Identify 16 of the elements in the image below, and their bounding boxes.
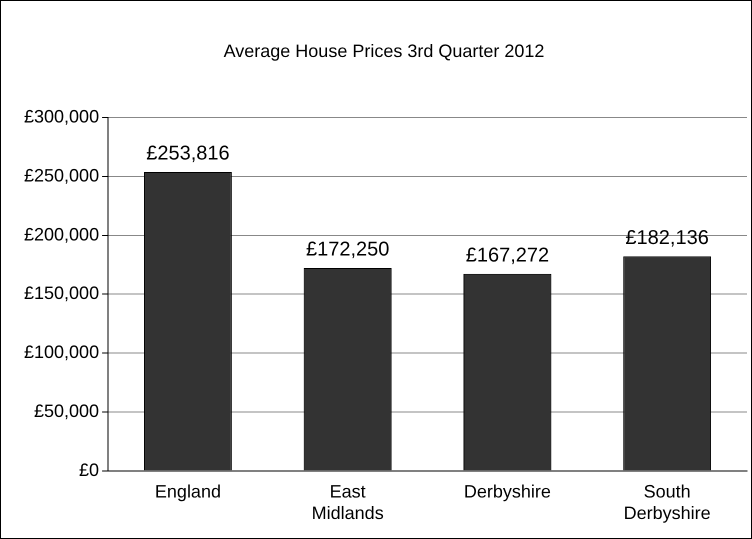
x-tick-label: England: [154, 482, 221, 502]
y-tick-label: £300,000: [24, 106, 100, 127]
y-tick-label: £250,000: [24, 165, 100, 186]
y-tick-label: £200,000: [24, 224, 100, 244]
y-tick-label: £150,000: [24, 283, 100, 304]
data-label: £182,136: [625, 226, 709, 249]
y-tick-label: £100,000: [24, 342, 100, 362]
data-label: £167,272: [466, 244, 550, 266]
data-label: £172,250: [306, 238, 390, 261]
x-tick-label: Derbyshire: [464, 482, 551, 502]
chart-title: Average House Prices 3rd Quarter 2012: [224, 40, 544, 61]
x-tick-label: East Midlands: [312, 482, 384, 524]
x-tick-label: South Derbyshire: [624, 482, 711, 524]
y-tick-label: £50,000: [34, 400, 100, 421]
data-label: £253,816: [146, 142, 230, 164]
y-tick-label: £0: [79, 460, 100, 480]
